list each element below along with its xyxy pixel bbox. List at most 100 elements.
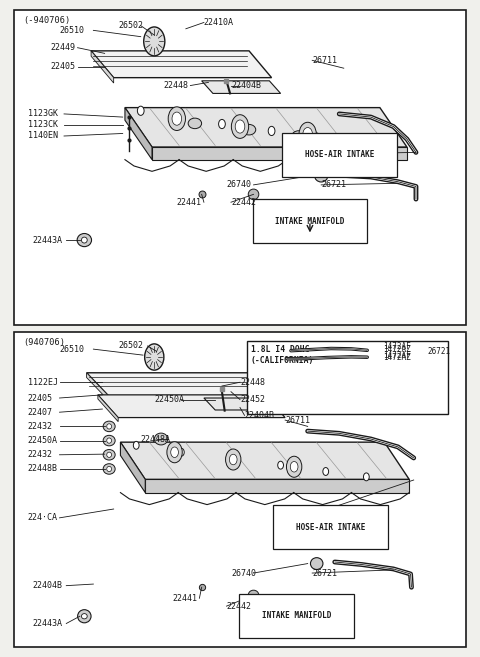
Text: (940706): (940706) [23, 338, 65, 348]
Ellipse shape [107, 424, 111, 429]
Ellipse shape [103, 421, 115, 432]
Text: 1123CK: 1123CK [28, 120, 58, 129]
Circle shape [313, 133, 320, 142]
Ellipse shape [248, 590, 259, 600]
FancyBboxPatch shape [247, 341, 447, 414]
Polygon shape [86, 373, 276, 396]
Circle shape [137, 106, 144, 116]
Text: 1472AF: 1472AF [384, 342, 411, 351]
Text: 22448B: 22448B [28, 464, 58, 474]
Ellipse shape [147, 39, 161, 50]
Ellipse shape [103, 436, 115, 446]
Circle shape [144, 27, 165, 56]
Polygon shape [86, 373, 109, 401]
Ellipse shape [77, 233, 92, 246]
Circle shape [359, 139, 365, 148]
FancyBboxPatch shape [252, 199, 367, 243]
FancyBboxPatch shape [14, 332, 466, 647]
Circle shape [171, 447, 179, 457]
Circle shape [133, 442, 139, 449]
Polygon shape [98, 395, 285, 418]
Polygon shape [120, 442, 145, 493]
Ellipse shape [82, 614, 87, 619]
Ellipse shape [314, 169, 328, 182]
Ellipse shape [107, 438, 111, 443]
Polygon shape [204, 398, 283, 410]
Text: (-940706): (-940706) [23, 16, 70, 26]
Text: 22442: 22442 [227, 602, 252, 610]
Text: 22404B: 22404B [231, 81, 261, 90]
Circle shape [323, 468, 329, 476]
Text: 1122EJ: 1122EJ [28, 378, 58, 387]
Text: 26740: 26740 [231, 568, 256, 578]
Text: 26510: 26510 [60, 26, 84, 35]
Ellipse shape [103, 449, 115, 460]
Circle shape [172, 112, 181, 125]
Text: 26721: 26721 [312, 568, 337, 578]
Text: 22432: 22432 [28, 422, 53, 431]
Text: 22448: 22448 [240, 378, 265, 387]
Text: 22442: 22442 [231, 198, 256, 207]
Circle shape [173, 112, 180, 122]
Text: 26510: 26510 [60, 345, 84, 353]
Ellipse shape [107, 452, 111, 457]
Text: 1472AZ: 1472AZ [384, 345, 411, 353]
Text: 26721: 26721 [321, 181, 346, 189]
Text: 26740: 26740 [227, 181, 252, 189]
Text: HOSE-AIR INTAKE: HOSE-AIR INTAKE [305, 150, 374, 160]
Circle shape [363, 473, 369, 481]
Text: 22441: 22441 [172, 594, 197, 602]
Polygon shape [91, 51, 114, 83]
Text: 26721: 26721 [428, 348, 451, 356]
Ellipse shape [155, 433, 168, 445]
Circle shape [167, 442, 182, 463]
Circle shape [218, 120, 225, 129]
Ellipse shape [311, 558, 323, 570]
Text: 22450A: 22450A [28, 436, 58, 445]
Text: HOSE-AIR INTAKE: HOSE-AIR INTAKE [296, 523, 365, 532]
Text: 22432: 22432 [28, 450, 53, 459]
Polygon shape [202, 81, 281, 93]
Circle shape [231, 115, 249, 139]
Ellipse shape [188, 118, 202, 129]
Ellipse shape [107, 466, 111, 472]
Circle shape [299, 122, 316, 146]
Ellipse shape [82, 237, 87, 243]
Text: 1472AZ: 1472AZ [384, 353, 411, 363]
Text: 1472AF: 1472AF [384, 351, 411, 359]
Text: 26711: 26711 [285, 416, 310, 424]
Text: 22404B: 22404B [244, 411, 275, 420]
Circle shape [235, 120, 245, 133]
Ellipse shape [292, 131, 305, 141]
Text: 26502: 26502 [118, 21, 143, 30]
Polygon shape [125, 108, 152, 160]
Text: 1140EN: 1140EN [28, 131, 58, 141]
Circle shape [168, 107, 185, 131]
Circle shape [303, 127, 312, 141]
Circle shape [228, 455, 234, 463]
Circle shape [229, 454, 237, 464]
Text: 22452: 22452 [240, 395, 265, 404]
Ellipse shape [103, 464, 115, 474]
Text: 22441: 22441 [177, 198, 202, 207]
Text: 22450A: 22450A [154, 395, 184, 404]
Polygon shape [152, 147, 407, 160]
Polygon shape [98, 395, 118, 422]
Text: (-CALIFORNIA): (-CALIFORNIA) [251, 355, 314, 365]
Polygon shape [120, 442, 409, 480]
Ellipse shape [242, 124, 256, 135]
Text: 26502: 26502 [118, 342, 143, 350]
Circle shape [268, 126, 275, 135]
Circle shape [144, 344, 164, 370]
Polygon shape [91, 51, 272, 78]
Text: 26711: 26711 [312, 56, 337, 65]
Text: 22443A: 22443A [33, 619, 62, 628]
Ellipse shape [78, 610, 91, 623]
Circle shape [287, 456, 302, 477]
Polygon shape [125, 108, 407, 147]
FancyBboxPatch shape [282, 133, 396, 177]
Text: 22410A: 22410A [204, 18, 234, 27]
FancyBboxPatch shape [239, 594, 354, 637]
FancyBboxPatch shape [14, 10, 466, 325]
Text: 22448: 22448 [163, 81, 188, 90]
